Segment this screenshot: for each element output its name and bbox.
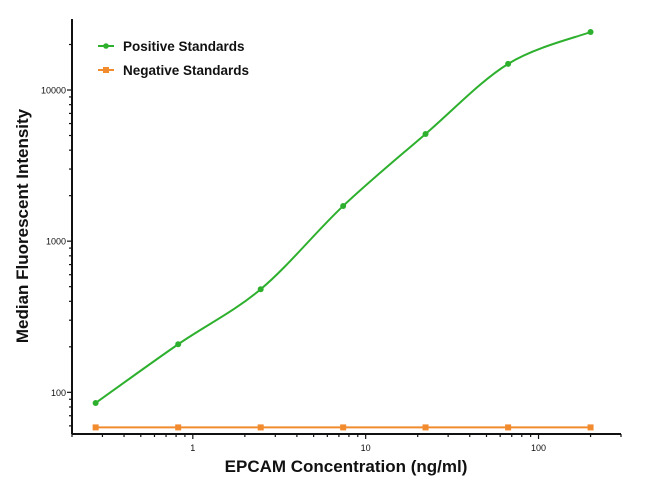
- data-point-0: [422, 130, 429, 137]
- y-tick-label: 10000: [41, 86, 66, 96]
- data-point-0: [175, 341, 182, 348]
- legend-marker-negative: [103, 67, 109, 73]
- series-layer: [92, 29, 594, 431]
- y-axis-label: Median Fluorescent Intensity: [13, 108, 32, 343]
- x-tick-label: 1: [190, 443, 195, 453]
- x-tick-label: 10: [361, 443, 371, 453]
- x-tick-label: 100: [531, 443, 546, 453]
- data-point-0: [505, 60, 512, 67]
- x-axis-label: EPCAM Concentration (ng/ml): [225, 457, 468, 476]
- data-point-1: [257, 424, 264, 431]
- data-point-0: [340, 202, 347, 209]
- y-tick-label: 100: [51, 388, 66, 398]
- legend-item-positive: Positive Standards: [98, 39, 245, 54]
- data-point-0: [257, 286, 264, 293]
- legend-label-positive: Positive Standards: [123, 39, 245, 54]
- data-point-1: [422, 424, 429, 431]
- data-point-1: [92, 424, 99, 431]
- data-point-1: [340, 424, 347, 431]
- data-point-0: [92, 399, 99, 406]
- data-point-1: [587, 424, 594, 431]
- data-point-1: [175, 424, 182, 431]
- series-line-0: [95, 31, 591, 404]
- legend: Positive Standards Negative Standards: [98, 39, 249, 78]
- legend-item-negative: Negative Standards: [98, 63, 249, 78]
- legend-marker-positive: [103, 43, 109, 49]
- legend-label-negative: Negative Standards: [123, 63, 249, 78]
- data-point-1: [505, 424, 512, 431]
- data-point-0: [587, 29, 594, 36]
- y-tick-label: 1000: [46, 237, 66, 247]
- axes: 100 1000 10000 1 10 100: [41, 19, 622, 453]
